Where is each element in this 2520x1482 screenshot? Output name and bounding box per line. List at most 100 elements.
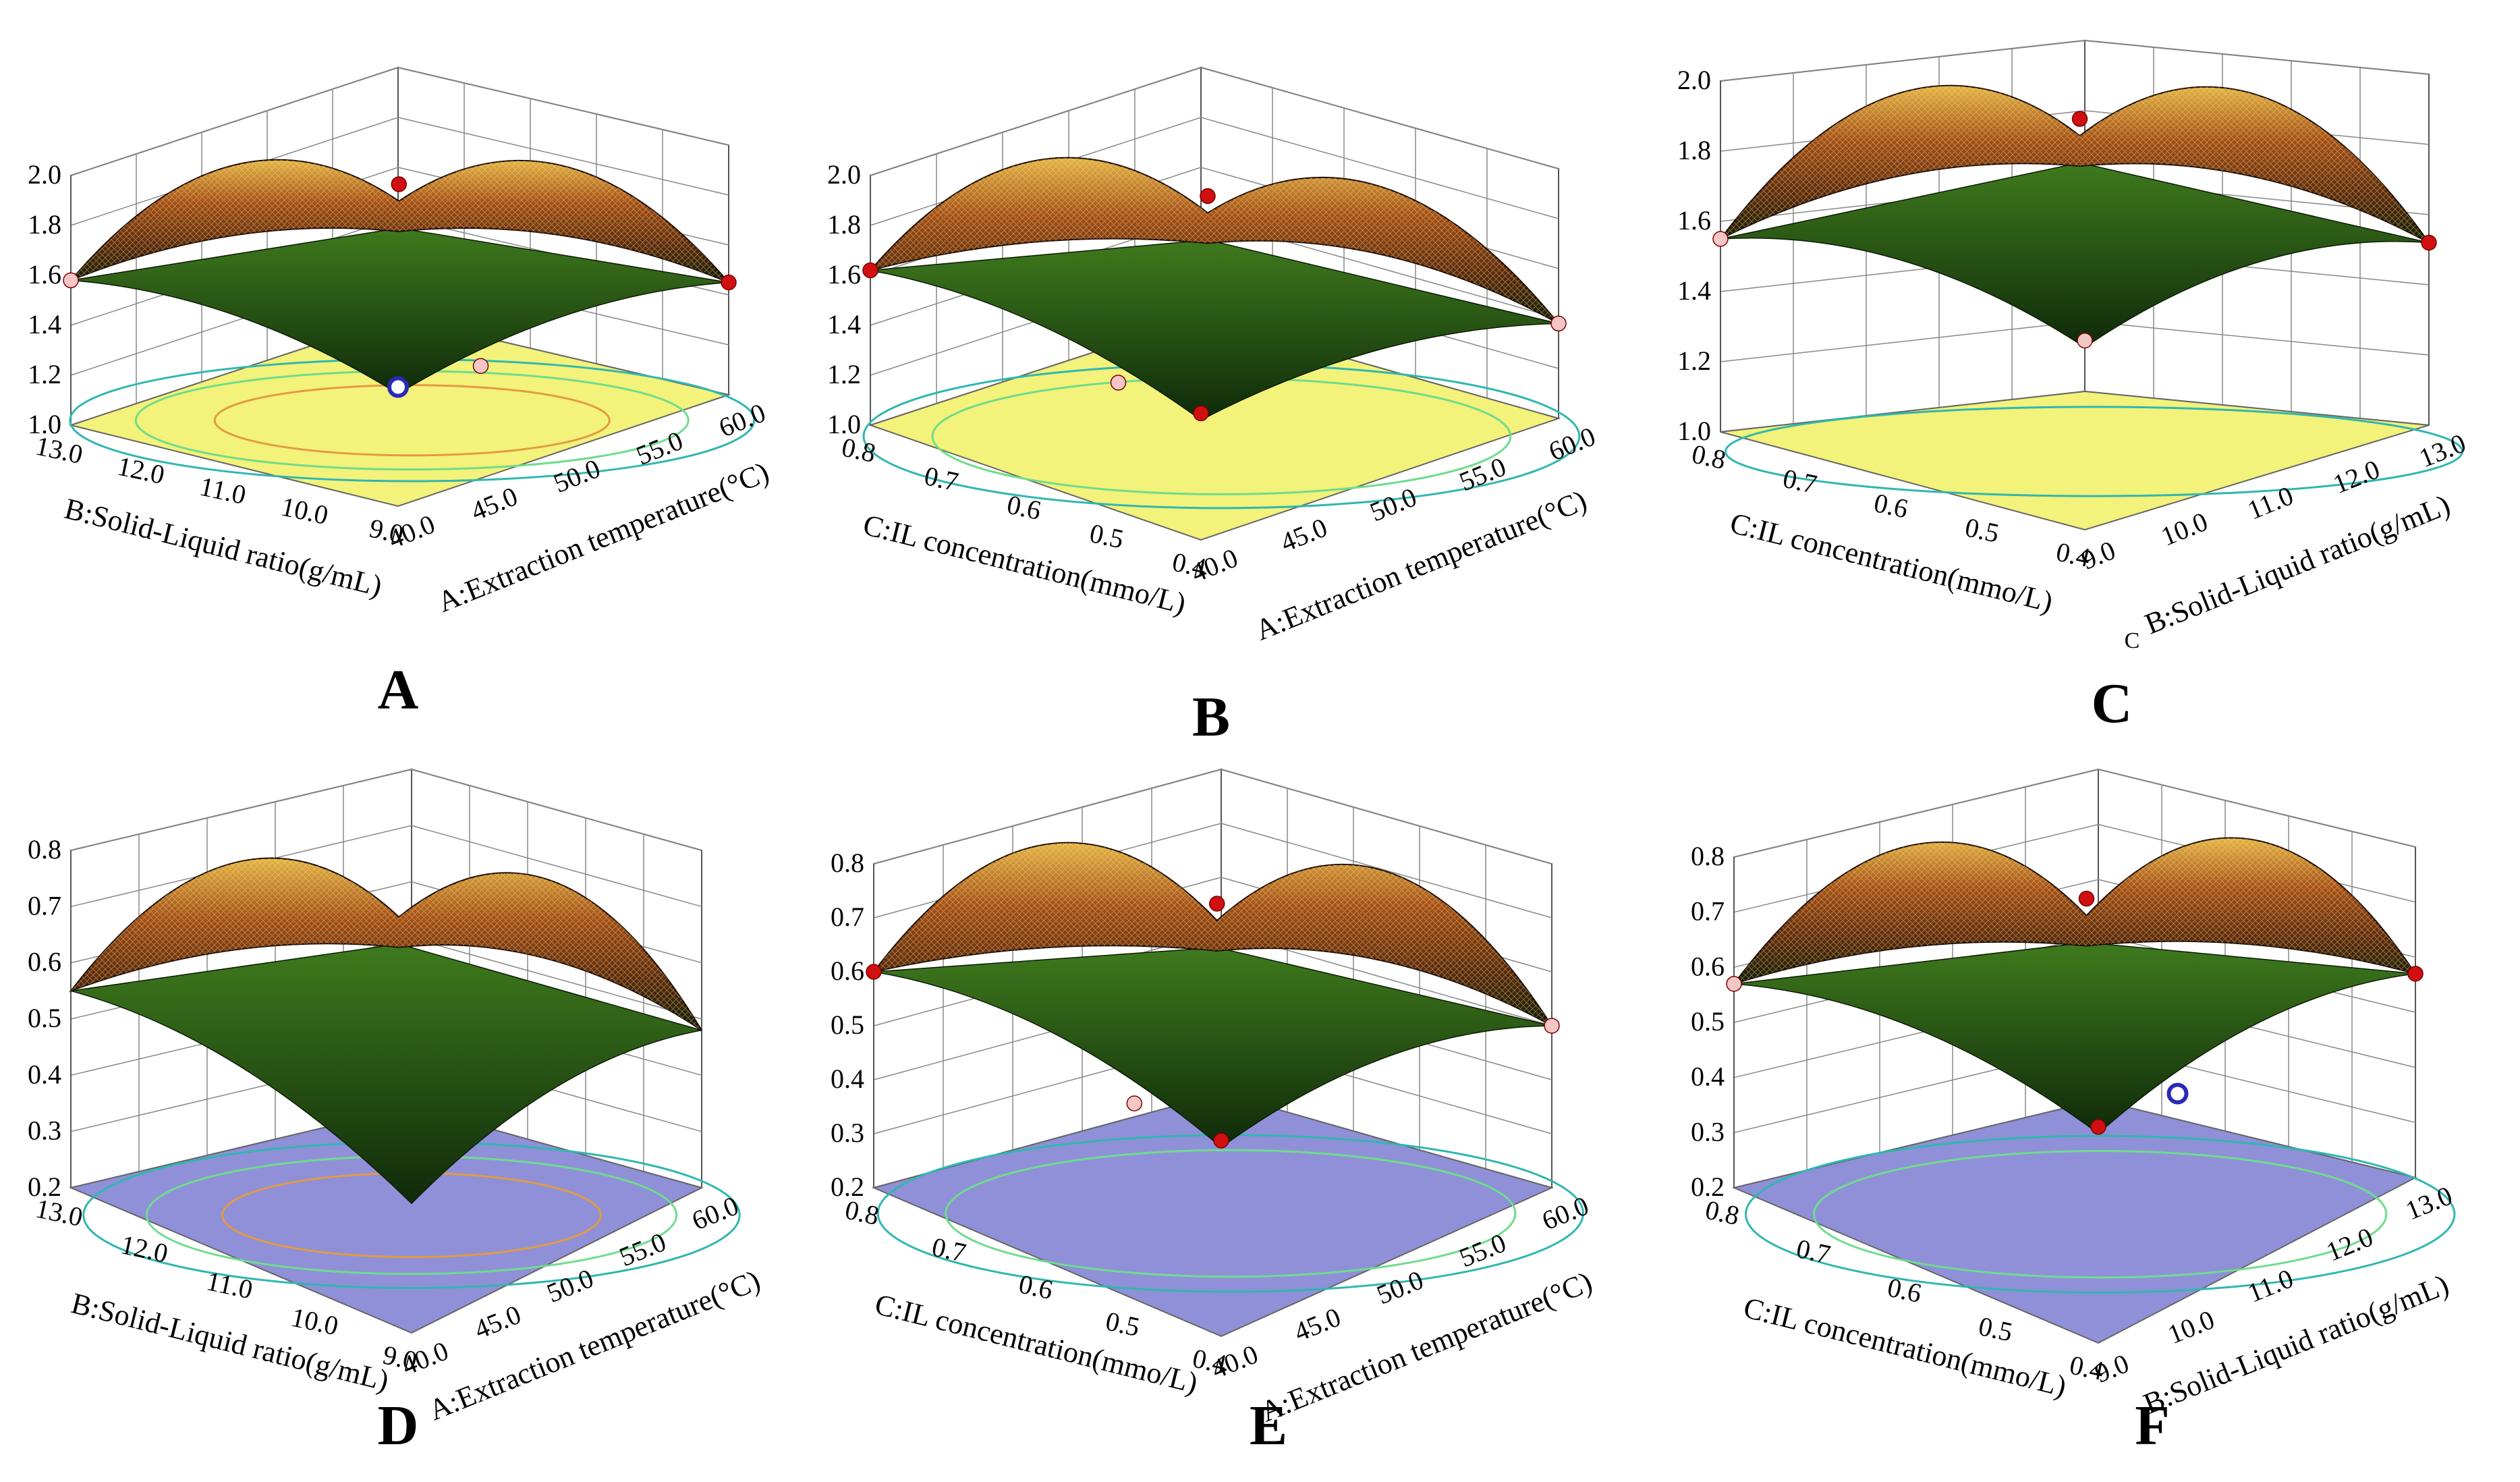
design-point-red: [1213, 1132, 1229, 1149]
design-point-blue: [2166, 1082, 2189, 1105]
right-axis-tick: 11.0: [2243, 480, 2297, 525]
panel-label-a: A: [378, 659, 419, 721]
design-point-red: [1200, 188, 1216, 204]
right-axis-tick: 45.0: [467, 481, 522, 526]
right-axis-tick: 40.0: [397, 1336, 453, 1381]
design-point-pink: [63, 272, 79, 289]
right-axis-tick: 13.0: [2401, 1180, 2457, 1226]
panel-label-b: B: [1192, 686, 1230, 748]
right-axis-tick: 55.0: [632, 425, 688, 471]
right-axis-tick: 40.0: [1207, 1339, 1262, 1385]
surface-mesh: [71, 159, 729, 283]
left-axis-tick: 0.5: [1976, 1311, 2015, 1347]
design-point-pink: [2077, 332, 2093, 349]
z-tick-label: 0.2: [1691, 1172, 1725, 1202]
left-axis-tick: 0.7: [1781, 463, 1820, 499]
design-point-red: [2078, 890, 2095, 907]
z-gridline: [1720, 40, 2430, 82]
z-tick-label: 1.0: [1677, 416, 1711, 446]
panel-b: 1.0 1.2 1.4 1.6 1.8 2.0 0.8 0.7 0.6 0.5 0.440.0 45.…: [827, 66, 1600, 748]
panel-label-d: D: [378, 1394, 419, 1457]
left-axis-tick: 0.8: [839, 432, 878, 468]
right-axis-tick: 12.0: [2329, 454, 2384, 499]
response-surface: [868, 157, 1559, 421]
right-axis-tick: 45.0: [1277, 512, 1332, 558]
panel-label-e: E: [1250, 1394, 1287, 1457]
design-point-blue: [387, 376, 409, 398]
right-axis-tick: 50.0: [1366, 482, 1421, 528]
left-axis-tick: 9.0: [381, 1340, 420, 1376]
z-tick-label: 0.3: [28, 1116, 61, 1146]
left-axis-tick: 0.7: [922, 460, 961, 497]
z-tick-label: 1.2: [1677, 346, 1711, 376]
design-point-pink: [1726, 976, 1742, 992]
z-tick-label: 0.6: [28, 947, 61, 977]
panel-note: C: [2125, 628, 2140, 653]
left-axis-title: C:IL concentration(mmo/L): [860, 508, 1189, 620]
z-tick-label: 1.4: [1677, 275, 1711, 306]
left-axis-tick: 0.7: [929, 1232, 968, 1268]
surface-front-face: [70, 943, 702, 1205]
right-axis-tick: 40.0: [1187, 543, 1242, 588]
right-axis-title: A:Extraction temperature(°C): [1251, 484, 1592, 647]
z-tick-label: 2.0: [28, 159, 61, 190]
design-point-red: [2090, 1118, 2106, 1135]
left-axis-tick: 12.0: [115, 451, 167, 491]
z-tick-label: 1.6: [827, 259, 861, 290]
left-axis-tick: 0.5: [1087, 518, 1126, 554]
surface-mesh: [71, 858, 702, 1031]
z-tick-label: 2.0: [1677, 65, 1711, 95]
right-axis-tick: 13.0: [2415, 428, 2470, 474]
surface-mesh: [1734, 838, 2415, 984]
left-axis-tick: 9.0: [367, 513, 406, 549]
z-tick-label: 0.2: [28, 1172, 61, 1202]
design-point-pink: [472, 358, 489, 374]
surface-front-face: [1733, 941, 2416, 1134]
right-axis-tick: 10.0: [2164, 1304, 2219, 1350]
z-tick-label: 0.8: [1691, 841, 1725, 871]
left-axis-tick: 0.6: [1005, 489, 1044, 526]
response-surface: [69, 857, 702, 1205]
z-tick-label: 0.7: [831, 902, 864, 932]
z-tick-label: 1.0: [28, 409, 61, 439]
z-gridline: [1733, 769, 2416, 858]
response-surface: [70, 159, 729, 395]
panel-c: 1.01.21.41.61.82.00.80.70.60.50.49.010.0…: [1677, 39, 2470, 735]
left-axis-tick: 0.6: [1885, 1272, 1924, 1309]
right-axis-tick: 50.0: [549, 453, 605, 499]
left-axis-tick: 13.0: [33, 431, 86, 470]
z-tick-label: 1.0: [827, 409, 861, 439]
z-tick-label: 0.8: [28, 834, 61, 864]
left-axis-tick: 11.0: [204, 1265, 255, 1305]
z-gridline: [70, 67, 729, 176]
right-axis-tick: 50.0: [1372, 1265, 1428, 1311]
left-axis-tick: 11.0: [197, 471, 248, 510]
z-gridline: [873, 769, 1552, 864]
left-axis-tick: 0.8: [1703, 1195, 1742, 1231]
left-axis-tick: 0.7: [1794, 1233, 1833, 1269]
surface-mesh: [874, 842, 1552, 1026]
left-axis-tick: 0.4: [2054, 537, 2093, 573]
z-gridline: [70, 825, 702, 908]
right-axis-tick: 11.0: [2243, 1263, 2297, 1308]
right-axis-tick: 60.0: [1544, 421, 1600, 467]
design-point-red: [2071, 111, 2088, 127]
left-axis-tick: 10.0: [279, 491, 331, 531]
contour-line-green: [945, 1149, 1517, 1278]
left-axis-tick: 0.4: [2067, 1350, 2106, 1386]
contour-line-teal: [1725, 406, 2463, 497]
right-axis-tick: 60.0: [715, 397, 770, 443]
panel-label-c: C: [2092, 672, 2133, 735]
contour-line-green: [1813, 1150, 2388, 1279]
panel-label-f: F: [2135, 1394, 2169, 1457]
z-tick-label: 2.0: [827, 159, 861, 190]
design-point-red: [1193, 405, 1209, 422]
left-axis-tick: 0.6: [1016, 1269, 1055, 1305]
z-tick-label: 1.8: [28, 209, 61, 240]
z-tick-label: 0.7: [1691, 896, 1725, 927]
z-tick-label: 0.6: [1691, 951, 1725, 981]
surface-mesh: [1720, 85, 2429, 243]
right-axis-tick: 50.0: [542, 1263, 598, 1309]
z-tick-label: 0.4: [831, 1064, 864, 1094]
